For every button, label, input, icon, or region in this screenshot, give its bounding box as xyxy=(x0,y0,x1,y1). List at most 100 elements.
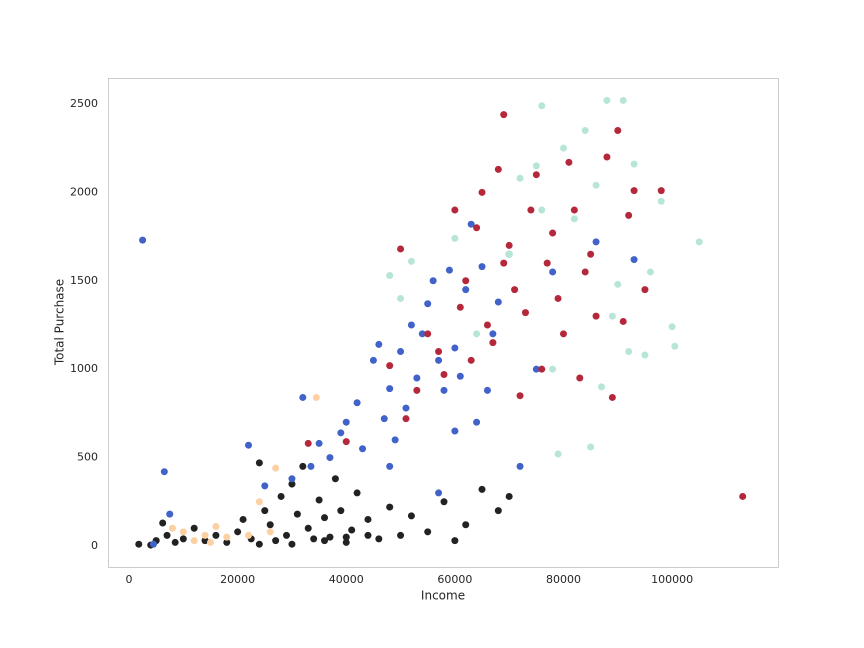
scatter-point xyxy=(386,271,394,279)
scatter-point xyxy=(451,234,459,242)
scatter-point xyxy=(597,383,605,391)
scatter-point xyxy=(494,165,502,173)
scatter-point xyxy=(299,393,307,401)
scatter-point xyxy=(272,464,280,472)
y-tick-label: 500 xyxy=(77,451,98,464)
scatter-point xyxy=(565,158,573,166)
scatter-point xyxy=(337,507,345,515)
scatter-point xyxy=(266,528,274,536)
scatter-point xyxy=(538,102,546,110)
scatter-point xyxy=(467,220,475,228)
scatter-point xyxy=(163,531,171,539)
scatter-point xyxy=(451,206,459,214)
scatter-point xyxy=(255,498,263,506)
scatter-point xyxy=(342,418,350,426)
scatter-point xyxy=(166,510,174,518)
scatter-point xyxy=(592,238,600,246)
scatter-point xyxy=(549,365,557,373)
scatter-point xyxy=(549,229,557,237)
scatter-point xyxy=(625,211,633,219)
scatter-point xyxy=(299,462,307,470)
scatter-point xyxy=(625,347,633,355)
scatter-point xyxy=(255,459,263,467)
scatter-point xyxy=(456,372,464,380)
scatter-point xyxy=(407,321,415,329)
scatter-point xyxy=(532,162,540,170)
scatter-point xyxy=(179,535,187,543)
scatter-point xyxy=(554,450,562,458)
scatter-point xyxy=(581,268,589,276)
scatter-point xyxy=(380,415,388,423)
scatter-point xyxy=(407,257,415,265)
scatter-point xyxy=(603,153,611,161)
scatter-point xyxy=(554,294,562,302)
scatter-point xyxy=(353,399,361,407)
scatter-point xyxy=(435,347,443,355)
scatter-point xyxy=(288,475,296,483)
scatter-point xyxy=(630,256,638,264)
scatter-point xyxy=(570,206,578,214)
scatter-point xyxy=(462,277,470,285)
scatter-point xyxy=(407,512,415,520)
scatter-point xyxy=(435,489,443,497)
scatter-point xyxy=(641,351,649,359)
scatter-point xyxy=(307,462,315,470)
y-tick-label: 0 xyxy=(91,539,98,552)
scatter-point xyxy=(505,250,513,258)
scatter-point xyxy=(312,393,320,401)
scatter-point xyxy=(456,303,464,311)
scatter-point xyxy=(581,127,589,135)
scatter-point xyxy=(353,489,361,497)
scatter-point xyxy=(532,365,540,373)
scatter-point xyxy=(386,362,394,370)
scatter-point xyxy=(272,537,280,545)
scatter-point xyxy=(587,443,595,451)
scatter-point xyxy=(321,514,329,522)
x-tick-label: 60000 xyxy=(437,573,472,586)
scatter-point xyxy=(223,533,231,541)
scatter-point xyxy=(521,309,529,317)
scatter-point xyxy=(244,531,252,539)
scatter-point xyxy=(532,171,540,179)
scatter-point xyxy=(402,404,410,412)
scatter-point xyxy=(478,263,486,271)
scatter-point xyxy=(397,347,405,355)
scatter-point xyxy=(500,259,508,267)
scatter-point xyxy=(483,321,491,329)
scatter-point xyxy=(630,160,638,168)
x-tick-label: 20000 xyxy=(220,573,255,586)
scatter-point xyxy=(494,507,502,515)
scatter-point xyxy=(397,294,405,302)
scatter-point xyxy=(478,188,486,196)
scatter-point xyxy=(445,266,453,274)
scatter-point xyxy=(467,356,475,364)
scatter-point xyxy=(149,540,157,548)
scatter-point xyxy=(331,475,339,483)
scatter-point xyxy=(310,535,318,543)
y-tick-label: 1000 xyxy=(70,362,98,375)
x-tick-label: 80000 xyxy=(546,573,581,586)
scatter-point xyxy=(462,286,470,294)
scatter-point xyxy=(429,277,437,285)
scatter-point xyxy=(375,340,383,348)
scatter-point xyxy=(160,468,168,476)
scatter-point xyxy=(283,531,291,539)
scatter-point xyxy=(440,370,448,378)
scatter-point xyxy=(462,521,470,529)
scatter-point xyxy=(592,181,600,189)
scatter-point xyxy=(139,236,147,244)
scatter-point xyxy=(266,521,274,529)
scatter-point xyxy=(668,323,676,331)
scatter-point xyxy=(261,507,269,515)
scatter-point xyxy=(570,215,578,223)
scatter-point xyxy=(304,439,312,447)
scatter-point xyxy=(342,538,350,546)
y-tick-label: 1500 xyxy=(70,274,98,287)
scatter-point xyxy=(505,241,513,249)
scatter-point xyxy=(348,526,356,534)
y-axis-label: Total Purchase xyxy=(53,279,67,366)
scatter-point xyxy=(304,524,312,532)
scatter-point xyxy=(489,330,497,338)
scatter-point xyxy=(424,300,432,308)
scatter-point xyxy=(375,535,383,543)
